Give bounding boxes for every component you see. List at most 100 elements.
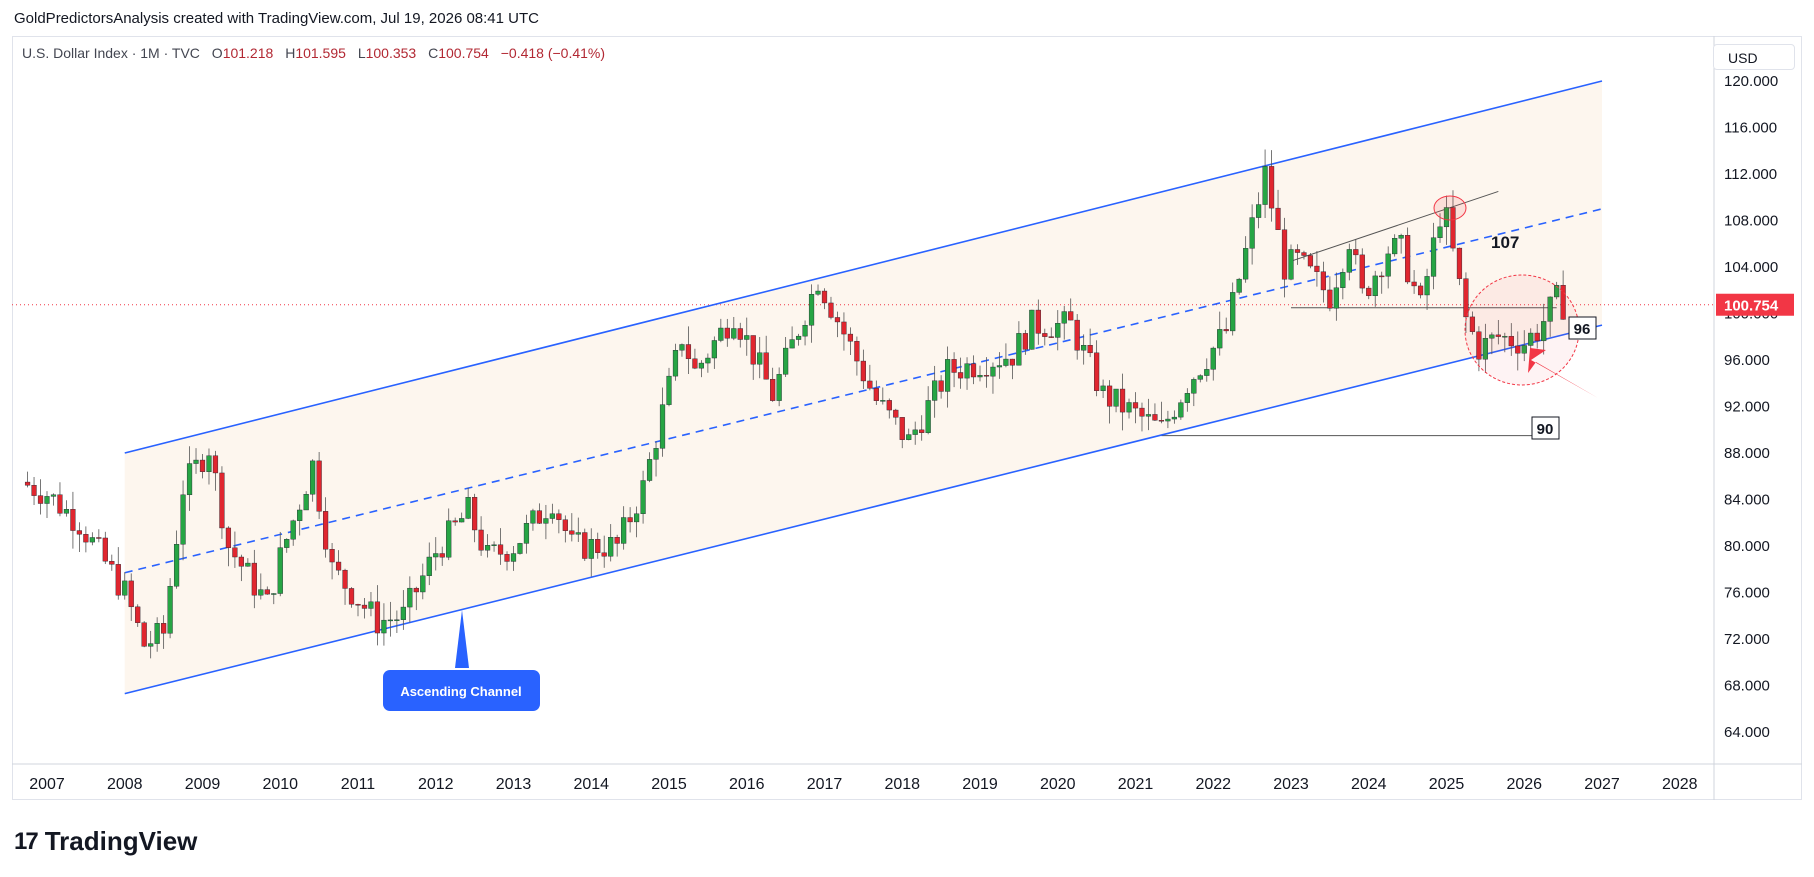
- candle-body: [1353, 249, 1359, 256]
- time-tick-label: 2022: [1195, 776, 1231, 793]
- candle-body: [63, 509, 70, 514]
- candle-body: [44, 496, 50, 504]
- candle-body: [394, 619, 400, 621]
- level-box-96: [1568, 316, 1597, 340]
- candle-body: [1541, 321, 1547, 342]
- time-tick-label: 2025: [1429, 776, 1465, 793]
- candle-body: [1502, 335, 1508, 338]
- candle-body: [808, 294, 815, 326]
- candle-body: [1119, 388, 1126, 413]
- candle-body: [1281, 229, 1288, 280]
- candle-body: [1417, 285, 1424, 296]
- symbol-legend[interactable]: U.S. Dollar Index · 1M · TVC O101.218 H1…: [22, 45, 605, 61]
- candle-body: [718, 327, 724, 341]
- candle-body: [452, 520, 458, 523]
- candle-body: [880, 400, 886, 402]
- candle-body: [1469, 316, 1476, 332]
- time-tick-label: 2007: [29, 776, 65, 793]
- candle-body: [627, 517, 633, 523]
- price-tick-label: 80.000: [1724, 538, 1770, 555]
- candle-body: [795, 335, 802, 340]
- time-tick-label: 2026: [1506, 776, 1542, 793]
- chart-frame: [12, 36, 1802, 800]
- candle-body: [847, 333, 854, 342]
- candle-body: [815, 290, 821, 295]
- time-tick-label: 2014: [573, 776, 609, 793]
- candle-body: [1171, 416, 1177, 420]
- candle-body: [821, 290, 828, 304]
- candle-body: [1184, 393, 1190, 403]
- candle-body: [621, 517, 627, 544]
- candle-body: [996, 365, 1003, 368]
- candle-body: [141, 622, 147, 647]
- plot-area: [12, 80, 1714, 711]
- candle-body: [1307, 255, 1314, 267]
- candle-body: [1476, 331, 1482, 360]
- candle-body: [310, 460, 316, 495]
- candle-body: [679, 344, 685, 351]
- candle-body: [225, 527, 232, 548]
- candle-body: [70, 509, 76, 531]
- candle-body: [1243, 248, 1249, 280]
- candle-body: [472, 497, 478, 531]
- candle-body: [83, 534, 89, 543]
- candle-body: [1508, 335, 1514, 347]
- candle-body: [284, 539, 290, 548]
- candle-body: [970, 363, 977, 378]
- callout-label: Ascending Channel: [400, 684, 521, 699]
- channel-lower-line: [124, 324, 1603, 695]
- legend-close-label: C: [428, 45, 439, 61]
- level-label-90: 90: [1537, 421, 1554, 438]
- candle-body: [1100, 385, 1106, 391]
- candle-body: [374, 601, 381, 634]
- candle-body: [1016, 333, 1022, 366]
- candle-body: [407, 587, 413, 608]
- candle-body: [757, 352, 763, 365]
- candle-body: [705, 357, 711, 364]
- time-tick-label: 2013: [496, 776, 532, 793]
- currency-button[interactable]: USD: [1713, 44, 1795, 70]
- candle-body: [1443, 207, 1450, 228]
- price-tick-label: 68.000: [1724, 678, 1770, 695]
- candle-body: [653, 448, 659, 460]
- candle-body: [1249, 217, 1255, 249]
- channel-mid-line: [124, 208, 1603, 574]
- time-tick-label: 2009: [185, 776, 221, 793]
- candle-body: [841, 321, 847, 335]
- time-tick-label: 2020: [1040, 776, 1076, 793]
- candle-body: [990, 366, 996, 377]
- legend-high: 101.595: [295, 45, 346, 61]
- candle-body: [867, 380, 873, 389]
- candle-body: [828, 302, 834, 318]
- candle-body: [763, 352, 769, 380]
- candle-body: [945, 359, 951, 392]
- tradingview-brand: TradingView: [44, 826, 198, 856]
- tradingview-logo[interactable]: 17 TradingView: [14, 826, 197, 857]
- candle-body: [608, 537, 614, 557]
- candle-body: [1392, 238, 1398, 255]
- candle-body: [1528, 332, 1534, 346]
- time-tick-label: 2027: [1584, 776, 1620, 793]
- time-tick-label: 2010: [262, 776, 298, 793]
- candle-body: [1256, 204, 1262, 218]
- candle-body: [1482, 337, 1488, 360]
- candle-body: [1204, 369, 1210, 376]
- candle-body: [1126, 402, 1132, 413]
- candle-body: [1042, 333, 1048, 337]
- candle-body: [802, 325, 808, 337]
- candle-body: [439, 553, 445, 558]
- callout-box: [383, 670, 540, 711]
- candle-body: [957, 372, 964, 379]
- price-tick-label: 116.000: [1724, 120, 1777, 137]
- candle-body: [335, 561, 342, 571]
- candle-body: [1081, 345, 1087, 351]
- candle-body: [316, 460, 322, 512]
- candle-body: [1534, 332, 1540, 342]
- candle-body: [1489, 334, 1495, 339]
- candle-body: [731, 328, 737, 339]
- level-label-107: 107: [1491, 233, 1519, 252]
- candle-body: [685, 344, 692, 360]
- candle-body: [433, 553, 439, 558]
- candle-body: [251, 562, 257, 596]
